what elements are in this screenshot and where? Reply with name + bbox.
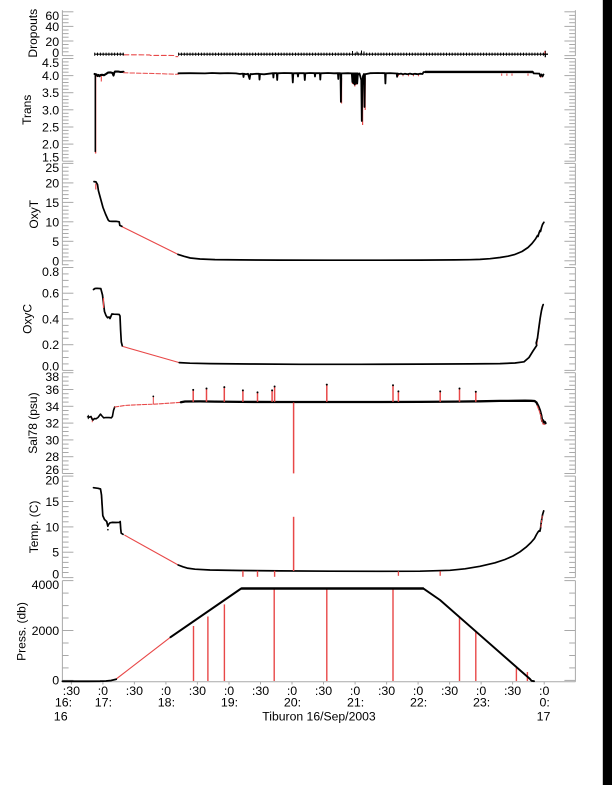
- svg-text:0.0: 0.0: [42, 360, 59, 374]
- svg-text:19:: 19:: [221, 696, 238, 710]
- svg-text:18:: 18:: [158, 696, 175, 710]
- svg-text::30: :30: [441, 684, 458, 698]
- svg-text:21:: 21:: [347, 696, 364, 710]
- svg-text:5: 5: [52, 235, 59, 249]
- svg-text:0.4: 0.4: [42, 312, 59, 326]
- svg-text:40: 40: [45, 20, 59, 34]
- svg-text::30: :30: [126, 684, 143, 698]
- svg-text:10: 10: [45, 215, 59, 229]
- svg-text:30: 30: [45, 433, 59, 447]
- svg-text:Tiburon 16/Sep/2003: Tiburon 16/Sep/2003: [262, 710, 376, 724]
- svg-text:3.5: 3.5: [42, 86, 59, 100]
- svg-text:4.0: 4.0: [42, 69, 59, 83]
- svg-text:16:: 16:: [55, 696, 72, 710]
- svg-text:3.0: 3.0: [42, 103, 59, 117]
- svg-text:36: 36: [45, 383, 59, 397]
- svg-text:OxyT: OxyT: [27, 199, 41, 228]
- svg-text:15: 15: [45, 196, 59, 210]
- svg-text::0: :0: [161, 684, 171, 698]
- svg-text::30: :30: [189, 684, 206, 698]
- svg-text:32: 32: [45, 417, 59, 431]
- svg-text:0.8: 0.8: [42, 265, 59, 279]
- svg-text:26: 26: [45, 463, 59, 477]
- svg-text:0: 0: [52, 674, 59, 688]
- svg-text:0:: 0:: [540, 696, 550, 710]
- svg-text:OxyC: OxyC: [21, 304, 35, 334]
- svg-text:20: 20: [45, 473, 59, 487]
- svg-text:4000: 4000: [32, 578, 60, 592]
- svg-text:23:: 23:: [473, 696, 490, 710]
- svg-text::30: :30: [378, 684, 395, 698]
- svg-text:20:: 20:: [284, 696, 301, 710]
- svg-text:10: 10: [45, 520, 59, 534]
- svg-text:0: 0: [52, 567, 59, 581]
- svg-text:34: 34: [45, 400, 59, 414]
- svg-text:0: 0: [52, 254, 59, 268]
- svg-text:Trans: Trans: [20, 95, 34, 125]
- svg-text::30: :30: [63, 684, 80, 698]
- svg-text:4.5: 4.5: [42, 56, 59, 70]
- svg-text:15: 15: [45, 495, 59, 509]
- svg-text:17:: 17:: [95, 696, 112, 710]
- svg-text::0: :0: [224, 684, 234, 698]
- svg-text:2000: 2000: [32, 624, 60, 638]
- svg-text:20: 20: [45, 176, 59, 190]
- svg-text:0.2: 0.2: [42, 338, 59, 352]
- svg-text:2.0: 2.0: [42, 138, 59, 152]
- svg-text:2.5: 2.5: [42, 121, 59, 135]
- svg-text::30: :30: [252, 684, 269, 698]
- svg-text::30: :30: [504, 684, 521, 698]
- svg-text::0: :0: [287, 684, 297, 698]
- svg-text:Sal78 (psu): Sal78 (psu): [26, 392, 40, 453]
- svg-text:22:: 22:: [410, 696, 427, 710]
- svg-text:Temp. (C): Temp. (C): [27, 501, 41, 554]
- svg-text:60: 60: [45, 9, 59, 23]
- svg-text::0: :0: [539, 684, 549, 698]
- svg-text:0: 0: [52, 46, 59, 60]
- svg-text:Dropouts: Dropouts: [26, 9, 40, 58]
- svg-text:5: 5: [52, 546, 59, 560]
- svg-text:38: 38: [45, 370, 59, 384]
- svg-text:20: 20: [45, 35, 59, 49]
- svg-text:28: 28: [45, 450, 59, 464]
- svg-text:0.6: 0.6: [42, 287, 59, 301]
- svg-text:1.5: 1.5: [42, 150, 59, 164]
- svg-text::0: :0: [350, 684, 360, 698]
- svg-text:25: 25: [45, 161, 59, 175]
- svg-text::0: :0: [413, 684, 423, 698]
- svg-text::0: :0: [98, 684, 108, 698]
- svg-text:17: 17: [537, 710, 551, 724]
- svg-text::0: :0: [476, 684, 486, 698]
- svg-text:16: 16: [54, 710, 68, 724]
- svg-text::30: :30: [315, 684, 332, 698]
- svg-text:Press. (db): Press. (db): [14, 602, 28, 661]
